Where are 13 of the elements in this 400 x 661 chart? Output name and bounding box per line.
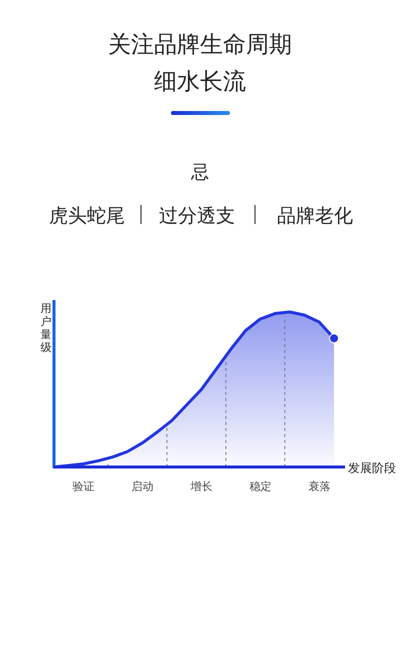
x-tick-label: 启动 — [131, 480, 154, 493]
text: 过分透支 — [159, 205, 235, 227]
y-axis-title: 用户量级 — [40, 302, 52, 354]
x-tick-label: 衰落 — [308, 480, 330, 493]
chart-title: 关注品牌生命周期 — [108, 32, 292, 58]
x-tick-label: 稳定 — [249, 480, 272, 493]
x-tick-label: 验证 — [72, 480, 94, 493]
text: 品牌老化 — [277, 205, 353, 227]
x-axis-title: 发展阶段 — [348, 461, 396, 475]
x-tick-label: 增长 — [189, 480, 212, 493]
text: 忌 — [190, 162, 209, 183]
chart-subtitle: 细水长流 — [154, 69, 246, 95]
text: 虎头蛇尾 — [49, 205, 125, 227]
